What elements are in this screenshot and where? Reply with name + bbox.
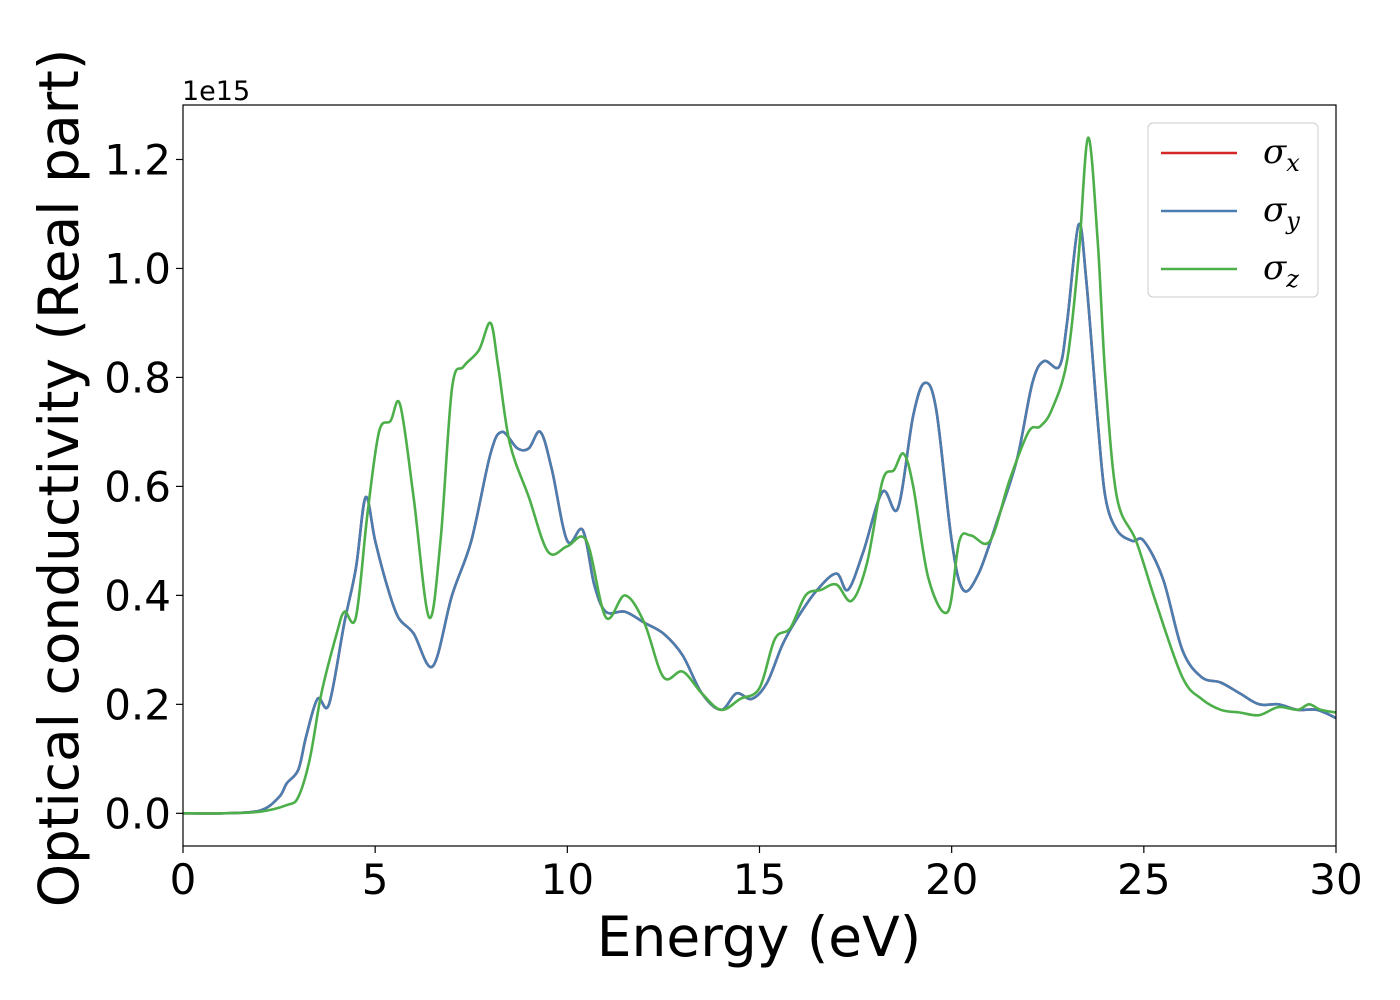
series-line-z <box>183 136 1336 815</box>
y-tick-label: 1.2 <box>104 135 171 184</box>
series-line-y <box>183 222 1336 815</box>
legend-subscript: y <box>1285 207 1300 235</box>
y-axis-ticks: 0.0 0.2 0.4 0.6 0.8 1.0 1.2 <box>104 135 183 838</box>
y-tick-label: 0.2 <box>104 680 171 729</box>
series-line-x <box>183 222 1336 815</box>
x-tick-label: 10 <box>541 855 594 904</box>
series-layer <box>183 136 1336 815</box>
legend-subscript: z <box>1285 265 1299 293</box>
x-axis-ticks: 0 5 10 15 20 25 30 <box>170 846 1363 904</box>
x-tick-label: 0 <box>170 855 197 904</box>
legend-label-z: σz <box>1263 248 1299 293</box>
x-tick-label: 15 <box>733 855 786 904</box>
x-tick-label: 20 <box>925 855 978 904</box>
legend-subscript: x <box>1286 149 1300 177</box>
y-tick-label: 0.0 <box>104 789 171 838</box>
x-tick-label: 25 <box>1117 855 1170 904</box>
x-tick-label: 30 <box>1309 855 1362 904</box>
y-tick-label: 0.6 <box>104 462 171 511</box>
legend-symbol: σ <box>1263 248 1287 288</box>
y-axis-title: Optical conductivity (Real part) <box>27 49 91 908</box>
x-tick-label: 5 <box>362 855 389 904</box>
y-tick-label: 0.8 <box>104 353 171 402</box>
y-axis-offset-label: 1e15 <box>182 76 250 107</box>
y-tick-label: 0.4 <box>104 571 171 620</box>
x-axis-title: Energy (eV) <box>597 905 921 969</box>
legend-label-x: σx <box>1263 132 1300 177</box>
legend-symbol: σ <box>1263 132 1287 172</box>
legend-symbol: σ <box>1263 190 1287 230</box>
legend-label-y: σy <box>1263 190 1300 235</box>
y-tick-label: 1.0 <box>104 244 171 293</box>
